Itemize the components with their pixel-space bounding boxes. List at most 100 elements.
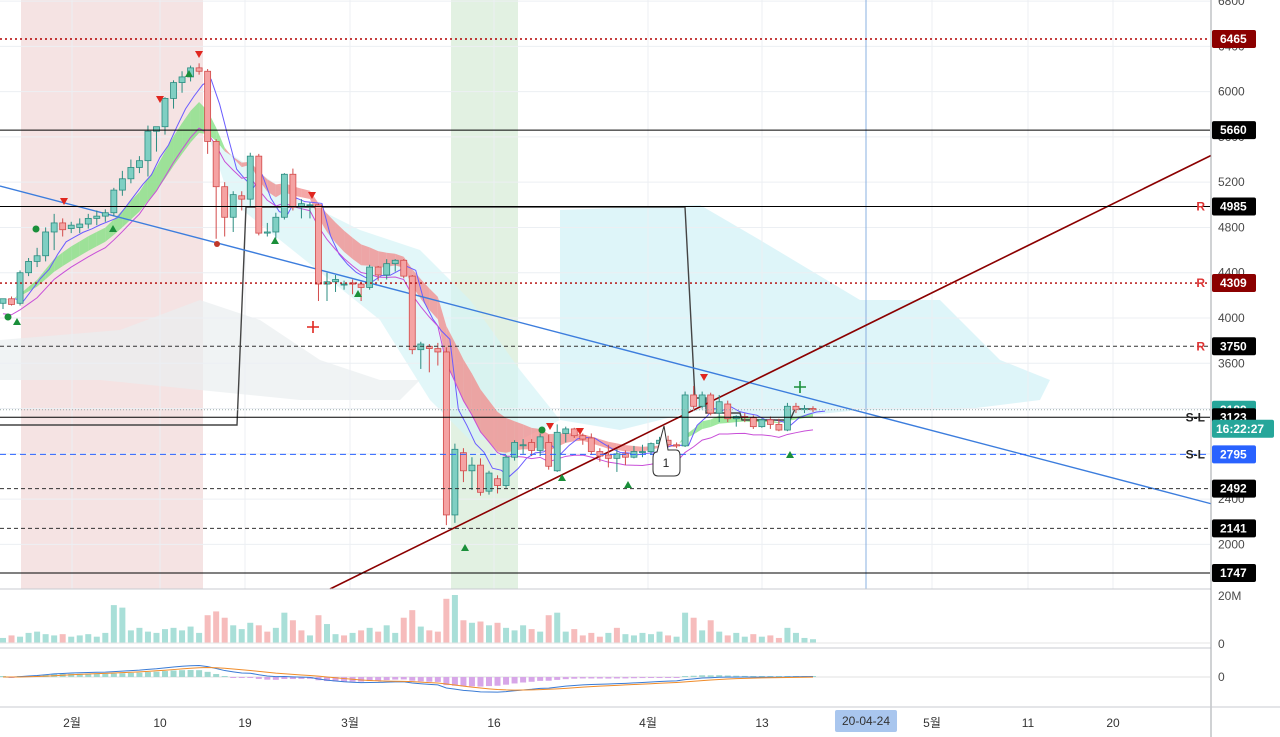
down-arrow-icon <box>308 192 316 199</box>
time-tick-label: 20 <box>1106 716 1120 730</box>
macd-histogram-bar <box>733 675 740 677</box>
countdown-label: 16:22:27 <box>1216 422 1264 436</box>
macd-histogram-bar <box>341 677 348 682</box>
candle-body <box>16 272 24 304</box>
macd-histogram-bar <box>503 677 510 685</box>
ema-ribbon <box>420 279 430 310</box>
macd-histogram-bar <box>707 675 714 677</box>
level-marker: R <box>1196 276 1205 290</box>
macd-histogram-bar <box>724 675 731 677</box>
cross-green-icon <box>794 381 806 393</box>
candle-body <box>170 82 177 99</box>
candle-body <box>67 224 75 229</box>
candle-body <box>715 401 723 414</box>
macd-histogram-bar <box>596 677 603 679</box>
macd-histogram-bar <box>554 677 561 680</box>
candle-body <box>289 173 297 208</box>
candle-body <box>477 464 484 493</box>
macd-histogram-bar <box>204 671 211 677</box>
ema-ribbon <box>54 252 63 272</box>
volume-bar <box>298 630 305 643</box>
candle-body <box>792 405 800 411</box>
ema-ribbon <box>361 244 370 266</box>
buy-dot-icon <box>4 313 12 321</box>
candle-body <box>76 223 84 228</box>
volume-bar <box>468 622 475 643</box>
candle-body <box>690 394 698 407</box>
volume-bar <box>716 631 723 643</box>
macd-histogram-bar <box>136 672 143 677</box>
level-marker: R <box>1196 339 1205 353</box>
macd-histogram-bar <box>153 671 160 677</box>
volume-bar <box>767 635 774 643</box>
candle-body <box>374 266 382 276</box>
up-arrow-icon <box>185 70 193 77</box>
ema-ribbon <box>335 222 345 252</box>
volume-bar <box>332 634 339 643</box>
ema-ribbon <box>139 178 148 212</box>
macd-histogram-bar <box>665 677 672 678</box>
volume-bar <box>622 634 629 643</box>
price-tag-label: 1747 <box>1220 566 1247 580</box>
volume-bar <box>451 595 458 643</box>
candle-body <box>246 155 254 200</box>
macd-histogram-bar <box>673 677 680 678</box>
candle-body <box>204 70 212 142</box>
candle-body <box>195 67 203 72</box>
volume-bar <box>400 617 407 643</box>
volume-bar <box>707 620 714 643</box>
time-axis[interactable]: 2월 10 19 3월 16 4월 13 5월 11 20 20-04-24 <box>0 706 1280 732</box>
time-tick-label: 4월 <box>639 716 657 730</box>
cursor-date-tag <box>835 710 897 732</box>
volume-bar <box>93 636 100 643</box>
ema-ribbon <box>446 325 455 382</box>
macd-histogram-bar <box>144 672 151 677</box>
volume-bar <box>170 627 177 643</box>
price-axis[interactable]: 6800640060005600520048004400400036003200… <box>1210 0 1280 737</box>
volume-bar <box>204 615 211 643</box>
macd-histogram-bar <box>392 677 399 680</box>
volume-bar <box>68 636 75 643</box>
macd-histogram-bar <box>281 677 288 679</box>
ema-ribbon <box>233 157 242 168</box>
ema-ribbon <box>301 188 310 199</box>
volume-bar <box>25 632 32 643</box>
macd-histogram-bar <box>579 677 586 679</box>
volume-bar <box>579 635 586 643</box>
volume-bar <box>264 631 271 643</box>
volume-bar <box>733 632 740 643</box>
trend-line-red <box>329 154 1213 590</box>
candle-body <box>366 266 374 288</box>
volume-bar <box>690 617 697 643</box>
ema-ribbon <box>489 400 498 452</box>
macd-histogram-bar <box>162 671 168 677</box>
level-marker: R <box>1196 200 1205 214</box>
candle-body <box>519 444 527 447</box>
macd-pane <box>0 664 1210 693</box>
volume-bar <box>792 632 799 643</box>
candle-body <box>536 436 544 451</box>
down-arrow-icon <box>576 428 584 435</box>
volume-bar <box>349 632 356 643</box>
volume-bar <box>306 635 313 643</box>
macd-histogram-bar <box>690 675 697 677</box>
macd-histogram-bar <box>434 677 441 682</box>
volume-bar <box>324 624 330 643</box>
candle-body <box>485 472 493 492</box>
price-tag-label: 2141 <box>1220 521 1247 535</box>
time-tick-label: 3월 <box>341 716 359 730</box>
ema-ribbon <box>216 127 225 152</box>
volume-bar <box>426 630 433 643</box>
candle-body <box>0 298 7 304</box>
ema-ribbon <box>165 136 174 179</box>
volume-bar <box>179 630 186 643</box>
ema-ribbon <box>369 247 379 268</box>
macd-histogram-bar <box>119 673 126 677</box>
macd-histogram-bar <box>298 677 305 679</box>
up-arrow-icon <box>624 481 632 488</box>
level-marker: S-L <box>1186 410 1205 424</box>
volume-bar <box>417 626 424 643</box>
volume-bar <box>51 635 58 643</box>
up-arrow-icon <box>558 474 566 481</box>
